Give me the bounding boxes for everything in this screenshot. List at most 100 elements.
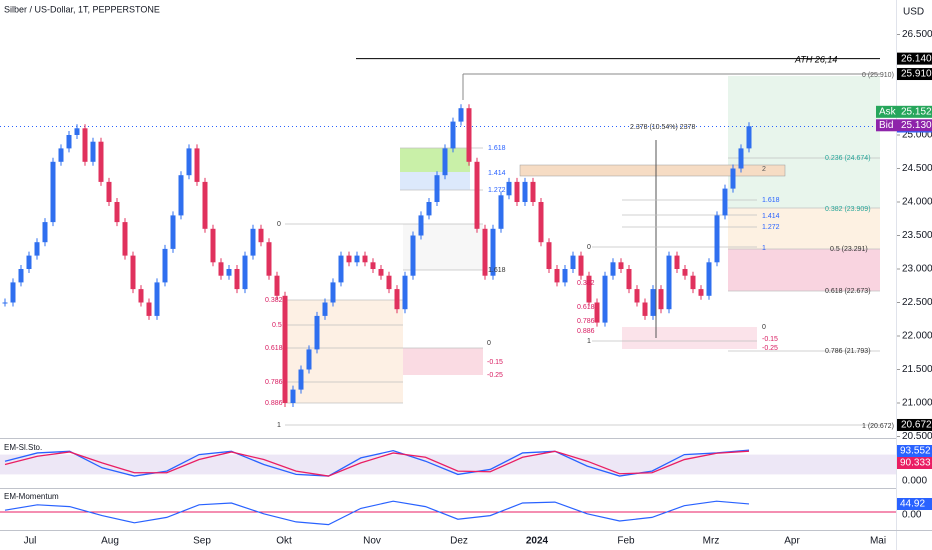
annotation: 1 [277, 422, 281, 429]
candle [98, 141, 104, 182]
annotation: -0.25 [762, 345, 778, 352]
candle [162, 248, 168, 283]
zone [622, 327, 757, 349]
y-tick-label: 24.500 [902, 163, 932, 174]
annotation: ATH 26,14 [794, 54, 837, 64]
annotation: 1 (20.672) [862, 423, 894, 430]
candle [698, 289, 704, 296]
candle [482, 228, 488, 276]
candle [122, 222, 128, 256]
candle [258, 228, 264, 243]
candle [154, 282, 160, 316]
candle [506, 181, 512, 196]
stoch-k-box [897, 445, 932, 457]
candle [434, 175, 440, 202]
candle [594, 302, 600, 323]
annotation: 0.236 (24.674) [825, 155, 871, 162]
chart-title: Silber / US-Dollar, 1T, PEPPERSTONE [4, 4, 160, 14]
candle [266, 242, 272, 276]
candle [394, 289, 400, 310]
candle [458, 108, 464, 122]
candle [346, 255, 352, 263]
candle [210, 228, 216, 263]
stoch-d-value: 90.333 [900, 458, 931, 469]
candle [186, 148, 192, 176]
candle [498, 195, 504, 229]
x-tick-label: Nov [363, 536, 381, 547]
candle [546, 242, 552, 269]
bid-price: 25.130 [901, 120, 932, 131]
candle [338, 255, 344, 283]
annotation: 0.618 [577, 304, 595, 311]
x-tick-label: 2024 [526, 536, 549, 547]
candle [314, 315, 320, 350]
stoch-d [4, 450, 750, 477]
candle [194, 148, 200, 182]
annotation: -0.15 [487, 359, 503, 366]
candle [586, 275, 592, 303]
stoch-band [0, 454, 896, 475]
zone [403, 224, 483, 270]
zone [728, 249, 880, 291]
candle [170, 215, 176, 249]
candle [426, 202, 432, 216]
candle [570, 255, 576, 269]
y-tick-label: 22.000 [902, 331, 932, 342]
annotation: 0 (25.910) [862, 72, 894, 79]
candle [538, 202, 544, 243]
candle [66, 135, 72, 149]
candle [138, 289, 144, 303]
candle [250, 228, 256, 256]
momentum-label: EM-Momentum [4, 492, 59, 501]
candle [658, 289, 664, 310]
candle [746, 126, 752, 149]
candle [554, 269, 560, 283]
y-tick-label: 23.000 [902, 264, 932, 275]
candle [378, 269, 384, 276]
annotation: -0.15 [762, 336, 778, 343]
candle [682, 269, 688, 276]
zone [403, 348, 483, 375]
annotation: 0.786 (21.793) [825, 348, 871, 355]
candle [330, 282, 336, 303]
candle [362, 255, 368, 263]
candle [26, 255, 32, 269]
ask-name: Ask [879, 106, 897, 117]
candle [114, 202, 120, 223]
stoch-d-box [897, 457, 932, 469]
y-tick-label: 21.500 [902, 364, 932, 375]
candle [410, 235, 416, 276]
y-tick-label: 26.500 [902, 29, 932, 40]
candle [634, 289, 640, 303]
annotation: 1.414 [488, 170, 506, 177]
annotation: 1 [587, 338, 591, 345]
candle [714, 215, 720, 263]
candle [18, 269, 24, 283]
candle [218, 262, 224, 276]
momentum-zero: 0.00 [902, 510, 922, 521]
candle [226, 269, 232, 276]
annotation: 1.272 [488, 187, 506, 194]
x-tick-label: Aug [101, 536, 119, 547]
annotation: 1.618 [488, 267, 506, 274]
candle [322, 302, 328, 316]
annotation: 0.786 [577, 318, 595, 325]
annotation: 1 [762, 245, 766, 252]
candle [602, 275, 608, 323]
annotation: 1.618 [488, 145, 506, 152]
candle [450, 121, 456, 149]
x-tick-label: Apr [784, 536, 800, 547]
candle [354, 255, 360, 263]
price-label-box [897, 52, 932, 65]
annotation: 0.382 [577, 280, 595, 287]
candle [490, 228, 496, 276]
currency: USD [903, 7, 924, 18]
stoch-k [4, 449, 750, 477]
zone [285, 300, 403, 403]
price-label: 20.672 [901, 420, 932, 431]
candle [34, 242, 40, 256]
candle [562, 269, 568, 283]
candle [2, 302, 8, 304]
annotation: 0 [587, 244, 591, 251]
ask-box [876, 105, 932, 118]
